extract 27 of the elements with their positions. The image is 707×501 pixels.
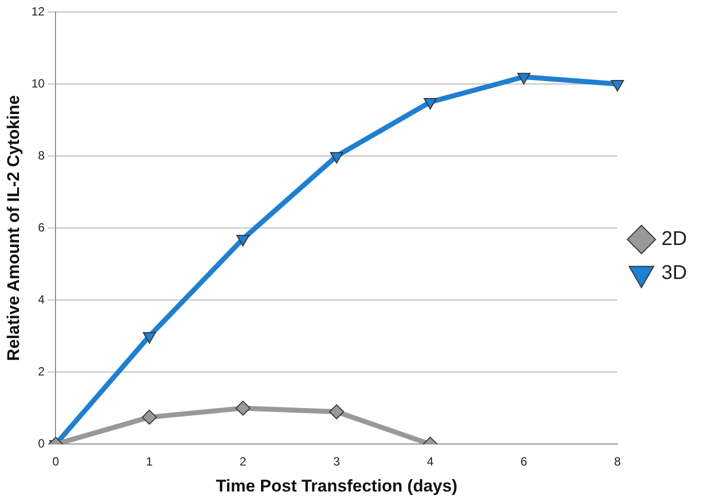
point (236, 234, 250, 246)
y-tick-label: 0 (38, 436, 46, 451)
y-tick-label: 6 (38, 220, 46, 234)
x-tick-label: 2 (240, 454, 247, 469)
y-tick-label: 2 (38, 364, 46, 378)
point (142, 332, 156, 344)
x-tick-label: 6 (520, 454, 528, 469)
y-tick-label: 8 (38, 148, 46, 162)
legend-label: 2D (661, 228, 688, 250)
point (330, 152, 344, 164)
y-tick-label: 4 (38, 292, 46, 306)
x-tick-label: 4 (426, 454, 434, 469)
x-tick-label: 8 (614, 454, 622, 469)
x-tick-label: 3 (333, 454, 340, 469)
x-tick-label: 1 (146, 454, 154, 469)
point (424, 98, 437, 110)
legend-label: 3D (661, 262, 688, 284)
y-axis-title: Relative Amount of IL-2 Cytokine (4, 95, 23, 361)
x-tick-label: 0 (52, 454, 60, 469)
point (517, 72, 530, 84)
y-tick-label: 10 (31, 76, 46, 90)
y-tick-label: 12 (31, 4, 46, 18)
point (235, 400, 250, 416)
x-axis-title: Time Post Transfection (days) (216, 476, 458, 496)
point (610, 80, 624, 92)
point (142, 410, 157, 425)
point (329, 404, 344, 420)
